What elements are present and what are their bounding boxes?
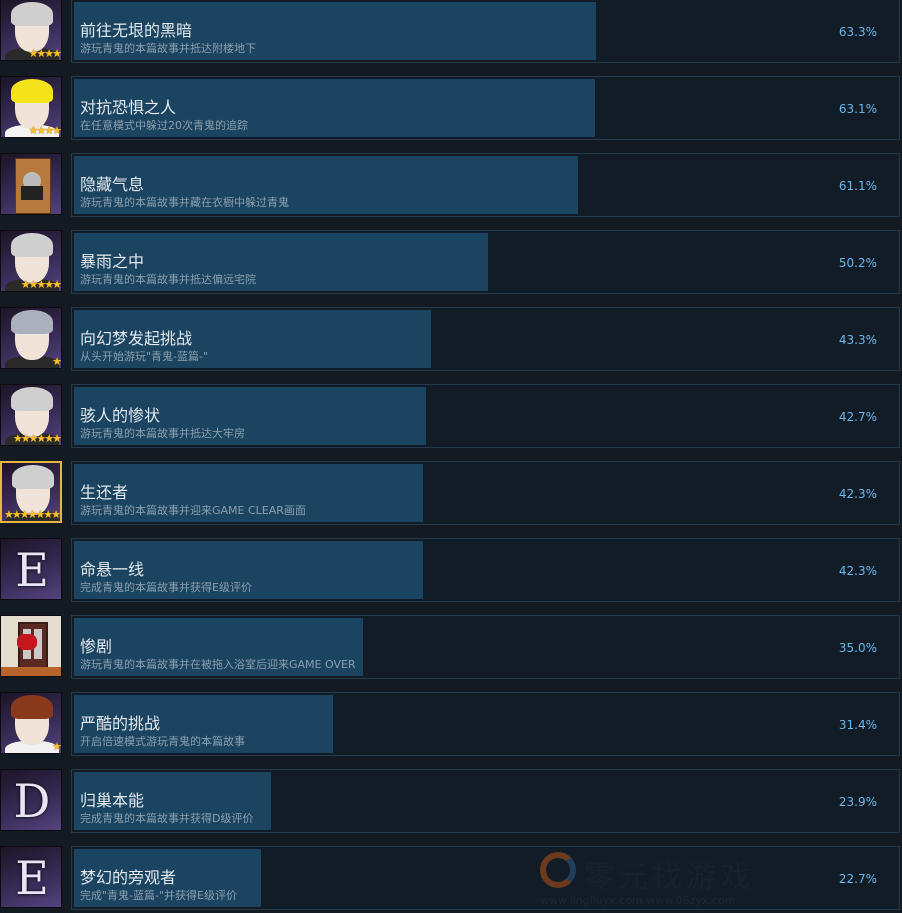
- letter-d-icon: D: [0, 769, 62, 831]
- achievement-description: 游玩青鬼的本篇故事并藏在衣橱中躲过青鬼: [80, 196, 289, 209]
- achievement-panel: 梦幻的旁观者 完成"青鬼-蓝篇-"并获得E级评价 22.7%: [71, 846, 900, 910]
- progress-bar-fill: [74, 310, 432, 368]
- achievement-panel: 命悬一线 完成青鬼的本篇故事并获得E级评价 42.3%: [71, 538, 900, 602]
- red-hair-portrait-icon: ★: [0, 692, 62, 754]
- star-rating-icon: ★: [52, 740, 61, 753]
- achievement-row[interactable]: ★★★★ 对抗恐惧之人 在任意模式中躲过20次青鬼的追踪 63.1%: [0, 76, 902, 142]
- achievement-title: 对抗恐惧之人: [80, 98, 177, 117]
- unlock-percentage: 42.3%: [838, 487, 877, 501]
- letter-e-icon: E: [0, 538, 62, 600]
- achievement-title: 惨剧: [80, 637, 113, 656]
- achievement-title: 归巢本能: [80, 791, 145, 810]
- letter-glyph: E: [15, 543, 49, 597]
- progress-bar-fill: [74, 2, 597, 60]
- achievement-panel: 严酷的挑战 开启倍速模式游玩青鬼的本篇故事 31.4%: [71, 692, 900, 756]
- achievement-description: 开启倍速模式游玩青鬼的本篇故事: [80, 735, 245, 748]
- achievement-panel: 隐藏气息 游玩青鬼的本篇故事并藏在衣橱中躲过青鬼 61.1%: [71, 153, 900, 217]
- bloody-door-icon: [0, 615, 62, 677]
- unlock-percentage: 23.9%: [838, 795, 877, 809]
- star-rating-icon: ★: [52, 355, 61, 368]
- glasses-man-portrait-icon: ★★★★★: [0, 230, 62, 292]
- achievement-title: 命悬一线: [80, 560, 145, 579]
- progress-bar-fill: [74, 464, 423, 522]
- achievement-description: 在任意模式中躲过20次青鬼的追踪: [80, 119, 248, 132]
- progress-bar-fill: [74, 233, 489, 291]
- star-rating-icon: ★★★★★★: [12, 432, 61, 445]
- unlock-percentage: 42.3%: [838, 564, 877, 578]
- unlock-percentage: 43.3%: [838, 333, 877, 347]
- glasses-man-portrait-icon: ★★★★: [0, 0, 62, 61]
- achievement-title: 严酷的挑战: [80, 714, 161, 733]
- progress-bar-fill: [74, 618, 363, 676]
- achievement-row[interactable]: ★★★★★★★ 生还者 游玩青鬼的本篇故事并迎来GAME CLEAR画面 42.…: [0, 461, 902, 527]
- unlock-percentage: 50.2%: [838, 256, 877, 270]
- star-rating-icon: ★★★★: [28, 47, 61, 60]
- glasses-man-portrait-gold-icon: ★★★★★★★: [0, 461, 62, 523]
- star-rating-icon: ★★★★★: [20, 278, 61, 291]
- unlock-percentage: 63.1%: [838, 102, 877, 116]
- unlock-percentage: 61.1%: [838, 179, 877, 193]
- achievement-description: 从头开始游玩"青鬼-蓝篇-": [80, 350, 209, 363]
- progress-bar-fill: [74, 695, 334, 753]
- glasses-man-portrait-icon: ★★★★★★: [0, 384, 62, 446]
- letter-glyph: D: [13, 774, 51, 828]
- achievement-description: 完成青鬼的本篇故事并获得D级评价: [80, 812, 254, 825]
- achievement-description: 游玩青鬼的本篇故事并在被拖入浴室后迎来GAME OVER: [80, 658, 356, 671]
- achievement-row[interactable]: E 命悬一线 完成青鬼的本篇故事并获得E级评价 42.3%: [0, 538, 902, 604]
- progress-bar-fill: [74, 541, 423, 599]
- progress-bar-fill: [74, 156, 579, 214]
- achievement-title: 前往无垠的黑暗: [80, 21, 193, 40]
- achievement-panel: 生还者 游玩青鬼的本篇故事并迎来GAME CLEAR画面 42.3%: [71, 461, 900, 525]
- wardrobe-hiding-icon: [0, 153, 62, 215]
- progress-bar-fill: [74, 772, 272, 830]
- progress-bar-fill: [74, 79, 595, 137]
- achievement-row[interactable]: 惨剧 游玩青鬼的本篇故事并在被拖入浴室后迎来GAME OVER 35.0%: [0, 615, 902, 681]
- achievement-row[interactable]: ★★★★★★ 骇人的惨状 游玩青鬼的本篇故事并抵达大牢房 42.7%: [0, 384, 902, 450]
- achievement-description: 游玩青鬼的本篇故事并抵达大牢房: [80, 427, 245, 440]
- progress-bar-fill: [74, 387, 427, 445]
- achievement-row[interactable]: ★★★★★ 暴雨之中 游玩青鬼的本篇故事并抵达偏远宅院 50.2%: [0, 230, 902, 296]
- unlock-percentage: 63.3%: [838, 25, 877, 39]
- achievement-panel: 前往无垠的黑暗 游玩青鬼的本篇故事并抵达附楼地下 63.3%: [71, 0, 900, 63]
- achievement-title: 隐藏气息: [80, 175, 145, 194]
- achievement-description: 游玩青鬼的本篇故事并抵达偏远宅院: [80, 273, 256, 286]
- achievement-description: 游玩青鬼的本篇故事并迎来GAME CLEAR画面: [80, 504, 306, 517]
- unlock-percentage: 22.7%: [838, 872, 877, 886]
- achievement-panel: 暴雨之中 游玩青鬼的本篇故事并抵达偏远宅院 50.2%: [71, 230, 900, 294]
- achievement-description: 完成"青鬼-蓝篇-"并获得E级评价: [80, 889, 238, 902]
- blonde-man-portrait-icon: ★★★★: [0, 76, 62, 138]
- letter-e-icon: E: [0, 846, 62, 908]
- achievement-row[interactable]: E 梦幻的旁观者 完成"青鬼-蓝篇-"并获得E级评价 22.7%: [0, 846, 902, 912]
- achievement-title: 暴雨之中: [80, 252, 145, 271]
- unlock-percentage: 35.0%: [838, 641, 877, 655]
- unlock-percentage: 42.7%: [838, 410, 877, 424]
- achievement-panel: 对抗恐惧之人 在任意模式中躲过20次青鬼的追踪 63.1%: [71, 76, 900, 140]
- achievement-row[interactable]: 隐藏气息 游玩青鬼的本篇故事并藏在衣橱中躲过青鬼 61.1%: [0, 153, 902, 219]
- achievement-description: 完成青鬼的本篇故事并获得E级评价: [80, 581, 252, 594]
- achievement-row[interactable]: D 归巢本能 完成青鬼的本篇故事并获得D级评价 23.9%: [0, 769, 902, 835]
- achievement-panel: 向幻梦发起挑战 从头开始游玩"青鬼-蓝篇-" 43.3%: [71, 307, 900, 371]
- letter-glyph: E: [15, 851, 49, 905]
- achievement-title: 向幻梦发起挑战: [80, 329, 193, 348]
- achievement-row[interactable]: ★ 向幻梦发起挑战 从头开始游玩"青鬼-蓝篇-" 43.3%: [0, 307, 902, 373]
- achievement-panel: 归巢本能 完成青鬼的本篇故事并获得D级评价 23.9%: [71, 769, 900, 833]
- achievement-panel: 骇人的惨状 游玩青鬼的本篇故事并抵达大牢房 42.7%: [71, 384, 900, 448]
- achievement-description: 游玩青鬼的本篇故事并抵达附楼地下: [80, 42, 256, 55]
- achievement-row[interactable]: ★ 严酷的挑战 开启倍速模式游玩青鬼的本篇故事 31.4%: [0, 692, 902, 758]
- achievement-title: 生还者: [80, 483, 129, 502]
- gray-hair-boy-portrait-icon: ★: [0, 307, 62, 369]
- star-rating-icon: ★★★★: [28, 124, 61, 137]
- star-rating-icon: ★★★★★★★: [3, 508, 60, 521]
- achievement-title: 骇人的惨状: [80, 406, 161, 425]
- progress-bar-fill: [74, 849, 262, 907]
- achievement-title: 梦幻的旁观者: [80, 868, 177, 887]
- achievement-row[interactable]: ★★★★ 前往无垠的黑暗 游玩青鬼的本篇故事并抵达附楼地下 63.3%: [0, 0, 902, 65]
- unlock-percentage: 31.4%: [838, 718, 877, 732]
- achievement-panel: 惨剧 游玩青鬼的本篇故事并在被拖入浴室后迎来GAME OVER 35.0%: [71, 615, 900, 679]
